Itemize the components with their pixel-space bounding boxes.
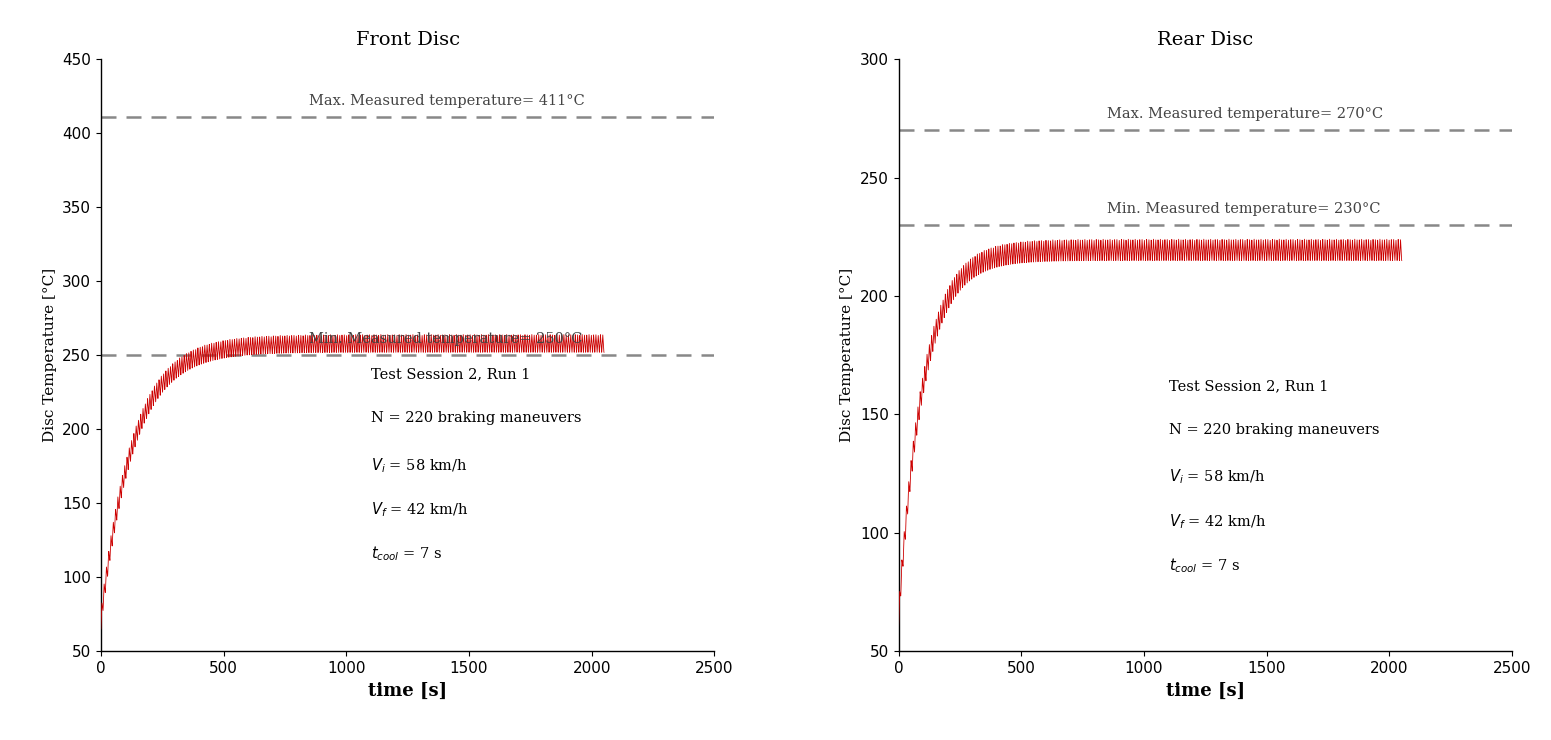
Text: $V_i$ = 58 km/h: $V_i$ = 58 km/h	[1168, 468, 1266, 486]
X-axis label: time [s]: time [s]	[1166, 682, 1245, 699]
Text: $t_{cool}$ = 7 s: $t_{cool}$ = 7 s	[371, 545, 442, 563]
Title: Front Disc: Front Disc	[355, 31, 459, 50]
X-axis label: time [s]: time [s]	[368, 682, 447, 699]
Text: Test Session 2, Run 1: Test Session 2, Run 1	[371, 367, 530, 381]
Text: N = 220 braking maneuvers: N = 220 braking maneuvers	[371, 411, 582, 426]
Text: Max. Measured temperature= 270°C: Max. Measured temperature= 270°C	[1107, 107, 1383, 121]
Text: Max. Measured temperature= 411°C: Max. Measured temperature= 411°C	[310, 94, 585, 108]
Text: $V_i$ = 58 km/h: $V_i$ = 58 km/h	[371, 456, 468, 474]
Text: Min. Measured temperature= 230°C: Min. Measured temperature= 230°C	[1107, 202, 1380, 216]
Text: Min. Measured temperature= 250°C: Min. Measured temperature= 250°C	[310, 332, 583, 346]
Y-axis label: Disc Temperature [°C]: Disc Temperature [°C]	[841, 268, 855, 443]
Text: $V_f$ = 42 km/h: $V_f$ = 42 km/h	[371, 500, 468, 519]
Text: $t_{cool}$ = 7 s: $t_{cool}$ = 7 s	[1168, 556, 1241, 575]
Text: $V_f$ = 42 km/h: $V_f$ = 42 km/h	[1168, 512, 1266, 531]
Title: Rear Disc: Rear Disc	[1157, 31, 1253, 50]
Y-axis label: Disc Temperature [°C]: Disc Temperature [°C]	[42, 268, 56, 443]
Text: N = 220 braking maneuvers: N = 220 braking maneuvers	[1168, 423, 1379, 437]
Text: Test Session 2, Run 1: Test Session 2, Run 1	[1168, 379, 1328, 393]
